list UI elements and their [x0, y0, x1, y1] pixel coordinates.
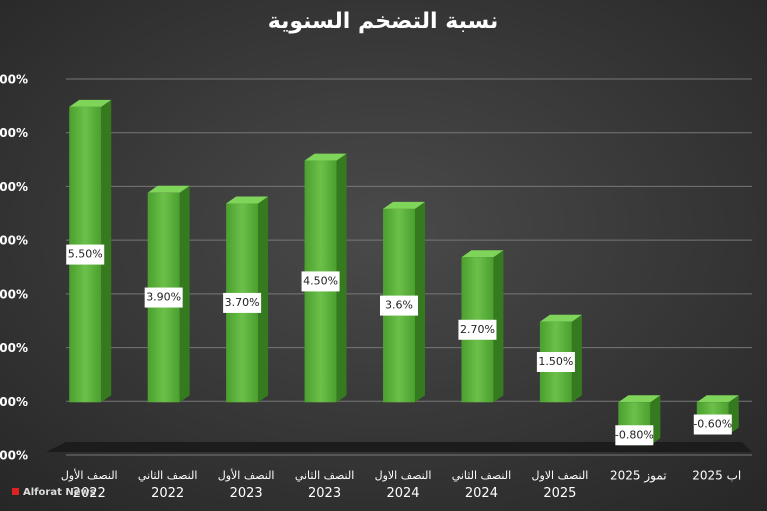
bar-side — [493, 250, 504, 403]
x-tick-line: النصف الاول — [375, 469, 432, 482]
bar-side — [258, 196, 269, 403]
x-tick-line: النصف الأول — [218, 468, 275, 482]
x-tick-line: النصف الاول — [531, 469, 588, 482]
x-tick-label: النصف الثاني 2023 — [295, 469, 354, 501]
x-tick-line: 2024 — [465, 486, 498, 501]
x-tick-label: النصف الأول 2022 — [61, 468, 118, 501]
value-label-box — [301, 271, 340, 292]
value-label-box — [223, 292, 262, 313]
value-label: 5.50% — [68, 248, 103, 261]
value-label-box — [693, 414, 732, 435]
x-tick-line: 2024 — [386, 486, 419, 501]
value-label: 4.50% — [303, 274, 338, 287]
bar-top — [539, 314, 582, 322]
bar-top — [696, 395, 739, 403]
x-tick-line: النصف الثاني — [138, 469, 197, 482]
x-tick-label: النصف الثاني 2022 — [138, 469, 197, 501]
x-tick-label: النصف الاول 2025 — [531, 469, 588, 501]
value-label: -0.80% — [615, 428, 654, 441]
y-tick-label: 1.00% — [0, 341, 28, 355]
x-tick-label: النصف الأول 2023 — [218, 468, 275, 501]
bar-top — [461, 250, 504, 258]
bar-top — [69, 99, 112, 107]
bar-side — [571, 314, 582, 403]
bar-side — [415, 201, 425, 403]
y-tick-label: 0.00% — [0, 395, 28, 409]
x-tick-label: النصف الاول 2024 — [375, 469, 432, 501]
watermark-icon — [12, 488, 19, 495]
y-tick-label: 2.00% — [0, 287, 28, 301]
x-tick-line: النصف الثاني — [295, 469, 354, 482]
x-tick-line: النصف الثاني — [452, 469, 511, 482]
value-label-box — [536, 352, 575, 372]
bar-side — [336, 153, 347, 403]
y-tick-label: 3.00% — [0, 234, 28, 248]
y-tick-label: -1.00% — [0, 449, 28, 463]
value-label: 3.6% — [385, 299, 413, 312]
value-label-box — [615, 425, 654, 446]
bar-side — [179, 185, 190, 403]
x-tick-line: 2023 — [230, 486, 263, 501]
bar-top — [618, 395, 661, 403]
y-tick-label: 5.00% — [0, 126, 28, 140]
value-label-box — [66, 244, 105, 265]
value-label: -0.60% — [693, 418, 732, 431]
bar-top — [304, 153, 347, 161]
floor — [46, 442, 752, 452]
chart-title: نسبة التضخم السنوية — [268, 9, 498, 34]
value-label-box — [144, 287, 183, 308]
x-tick-line: 2022 — [151, 486, 184, 501]
value-label-box — [380, 295, 418, 316]
bar-side — [101, 99, 112, 403]
x-tick-line: 2025 — [543, 486, 576, 501]
y-tick-label: 4.00% — [0, 180, 28, 194]
bar-top — [147, 185, 190, 193]
bar-top — [383, 201, 425, 209]
y-tick-label: 6.00% — [0, 73, 28, 87]
value-label-box — [458, 319, 497, 340]
value-label: 3.90% — [146, 291, 181, 304]
x-tick-label: اب 2025 — [692, 469, 741, 483]
value-label: 1.50% — [538, 355, 573, 368]
value-label: 2.70% — [460, 323, 495, 336]
x-tick-line: 2023 — [308, 486, 341, 501]
bar-top — [226, 196, 269, 204]
x-tick-label: تموز 2025 — [610, 469, 667, 484]
x-tick-line: 2022 — [73, 486, 106, 501]
watermark: Alforat News — [23, 487, 96, 498]
x-tick-line: النصف الأول — [61, 468, 118, 482]
value-label: 3.70% — [225, 296, 260, 309]
x-tick-label: النصف الثاني 2024 — [452, 469, 511, 501]
